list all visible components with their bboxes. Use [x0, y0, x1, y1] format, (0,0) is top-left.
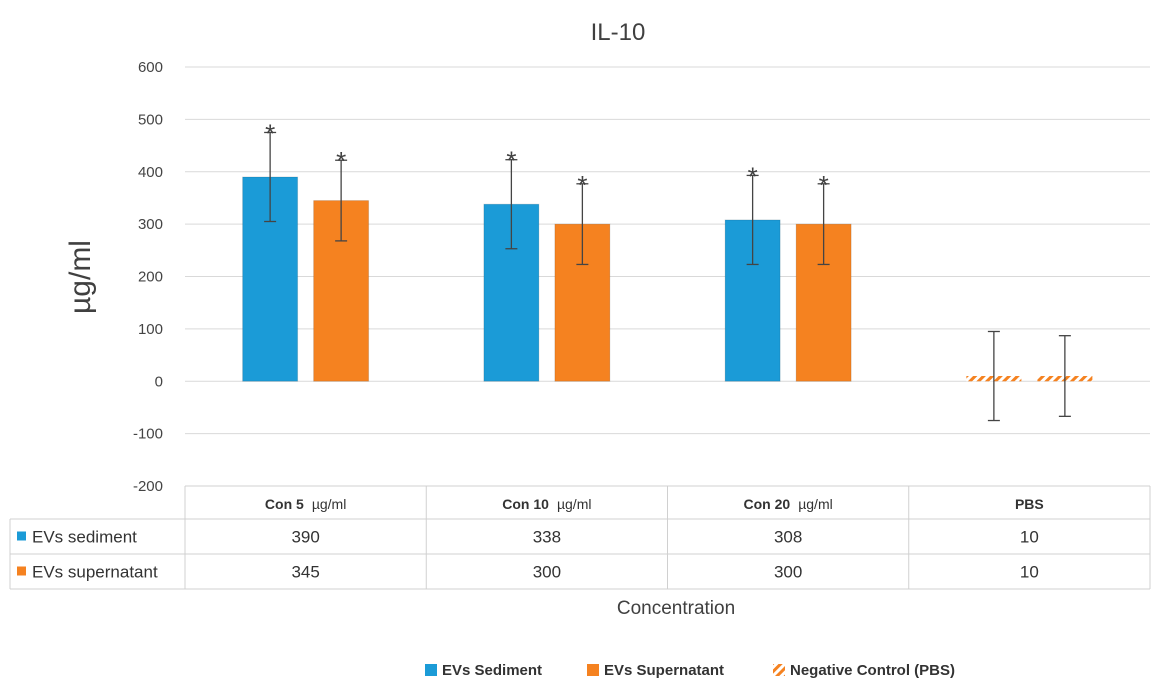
y-tick-label: 0	[155, 373, 163, 390]
category-label: Con 5 µg/ml	[265, 496, 346, 512]
significance-star: *	[819, 170, 829, 200]
legend-key	[587, 664, 599, 676]
significance-star: *	[577, 170, 587, 200]
row-label: EVs sediment	[32, 528, 137, 547]
error-bars	[264, 131, 1071, 422]
legend-label: EVs Supernatant	[604, 662, 724, 679]
y-tick-labels: -200 -100 0 100 200 300 400 500 600	[133, 59, 163, 495]
x-axis-label: Concentration	[617, 598, 735, 619]
y-tick-label: 600	[138, 59, 163, 76]
category-label: PBS	[1015, 496, 1044, 512]
category-label: Con 10 µg/ml	[502, 496, 591, 512]
significance-star: *	[748, 161, 758, 191]
table-cell: 390	[291, 528, 319, 547]
y-tick-label: 200	[138, 269, 163, 286]
table-cell: 300	[774, 563, 802, 582]
y-tick-label: 100	[138, 321, 163, 338]
significance-markers: * * * * * *	[265, 118, 829, 199]
row-label: EVs supernatant	[32, 563, 158, 582]
significance-star: *	[506, 146, 516, 176]
chart-title: IL-10	[591, 19, 646, 46]
legend-label: Negative Control (PBS)	[790, 662, 955, 679]
bar-supernatant	[554, 223, 611, 382]
significance-star: *	[265, 118, 275, 148]
y-tick-label: -200	[133, 478, 163, 495]
category-unit: µg/ml	[312, 496, 347, 512]
y-axis-label: µg/ml	[64, 240, 97, 314]
bars	[242, 176, 1093, 382]
y-tick-label: 400	[138, 164, 163, 181]
category-unit: µg/ml	[557, 496, 592, 512]
row-legend-key	[17, 531, 26, 541]
table-cell: 300	[533, 563, 561, 582]
legend-key	[773, 664, 785, 676]
table-cell: 10	[1020, 528, 1039, 547]
legend: EVs Sediment EVs Supernatant Negative Cont…	[425, 662, 955, 679]
y-tick-label: 500	[138, 111, 163, 128]
data-table: Con 5 µg/ml Con 10 µg/ml Con 20 µg/ml PBS EVs s…	[9, 485, 1151, 590]
table-cell: 308	[774, 528, 802, 547]
table-cell: 345	[291, 563, 319, 582]
y-tick-label: 300	[138, 216, 163, 233]
category-label: Con 20 µg/ml	[744, 496, 833, 512]
significance-star: *	[336, 146, 346, 176]
table-cell: 10	[1020, 563, 1039, 582]
table-cell: 338	[533, 528, 561, 547]
legend-key	[425, 664, 437, 676]
legend-label: EVs Sediment	[442, 662, 542, 679]
y-tick-label: -100	[133, 426, 163, 443]
row-legend-key	[17, 566, 26, 576]
category-unit: µg/ml	[798, 496, 833, 512]
